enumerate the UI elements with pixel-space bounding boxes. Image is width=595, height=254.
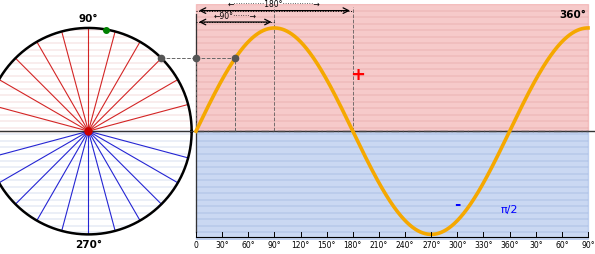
Text: 240°: 240° — [396, 240, 414, 248]
Text: 360°: 360° — [500, 240, 519, 248]
Text: 90°: 90° — [268, 240, 281, 248]
Text: 180°: 180° — [344, 240, 362, 248]
Text: 0: 0 — [193, 240, 199, 248]
Text: -: - — [454, 196, 461, 211]
Text: π/2: π/2 — [501, 204, 518, 214]
Text: 210°: 210° — [370, 240, 388, 248]
Text: 90°: 90° — [581, 240, 595, 248]
Text: 60°: 60° — [242, 240, 255, 248]
Text: 330°: 330° — [474, 240, 493, 248]
Text: ←·············180°·············→: ←·············180°·············→ — [228, 0, 321, 9]
Text: 270°: 270° — [75, 239, 102, 249]
Text: 360°: 360° — [559, 10, 586, 20]
Text: 30°: 30° — [215, 240, 229, 248]
Text: 30°: 30° — [529, 240, 543, 248]
Text: 90°: 90° — [79, 14, 98, 24]
Text: ←90°·······→: ←90°·······→ — [214, 11, 256, 21]
Text: 270°: 270° — [422, 240, 440, 248]
Text: +: + — [350, 66, 365, 84]
Polygon shape — [0, 29, 192, 234]
Text: 150°: 150° — [318, 240, 336, 248]
Text: 300°: 300° — [448, 240, 466, 248]
Text: 120°: 120° — [292, 240, 309, 248]
Text: 60°: 60° — [555, 240, 569, 248]
